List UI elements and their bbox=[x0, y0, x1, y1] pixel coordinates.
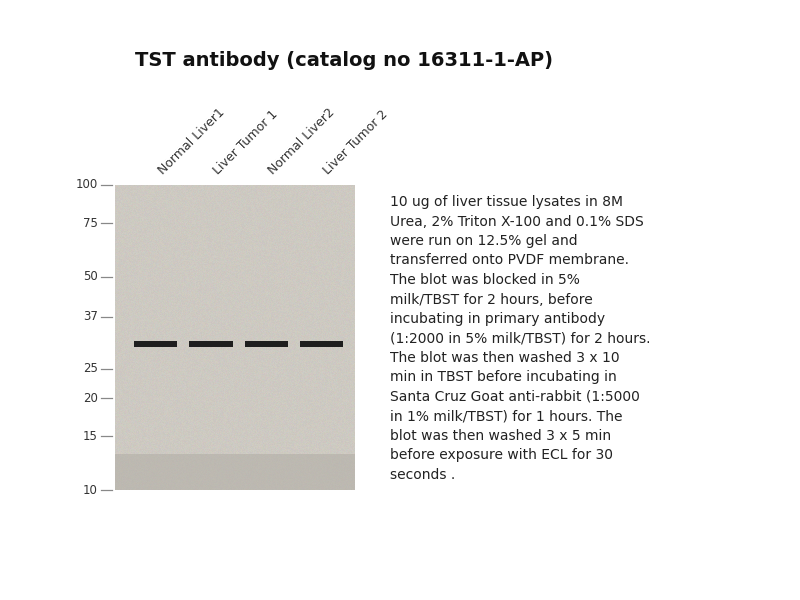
Text: 50: 50 bbox=[83, 271, 98, 283]
Text: Liver Tumor 2: Liver Tumor 2 bbox=[322, 107, 391, 177]
Bar bbox=[300, 341, 343, 347]
Text: Normal Liver1: Normal Liver1 bbox=[156, 106, 227, 177]
Text: 37: 37 bbox=[83, 310, 98, 323]
Text: 20: 20 bbox=[83, 392, 98, 404]
Bar bbox=[134, 341, 178, 347]
Text: 10: 10 bbox=[83, 484, 98, 497]
Bar bbox=[245, 341, 288, 347]
Text: Normal Liver2: Normal Liver2 bbox=[266, 106, 338, 177]
Text: 15: 15 bbox=[83, 430, 98, 443]
Text: 25: 25 bbox=[83, 362, 98, 375]
Text: 10 ug of liver tissue lysates in 8M
Urea, 2% Triton X-100 and 0.1% SDS
were run : 10 ug of liver tissue lysates in 8M Urea… bbox=[390, 195, 650, 482]
Text: Liver Tumor 1: Liver Tumor 1 bbox=[211, 107, 281, 177]
Text: TST antibody (catalog no 16311-1-AP): TST antibody (catalog no 16311-1-AP) bbox=[135, 50, 553, 70]
Bar bbox=[190, 341, 233, 347]
Text: 75: 75 bbox=[83, 217, 98, 230]
Text: 100: 100 bbox=[76, 179, 98, 191]
